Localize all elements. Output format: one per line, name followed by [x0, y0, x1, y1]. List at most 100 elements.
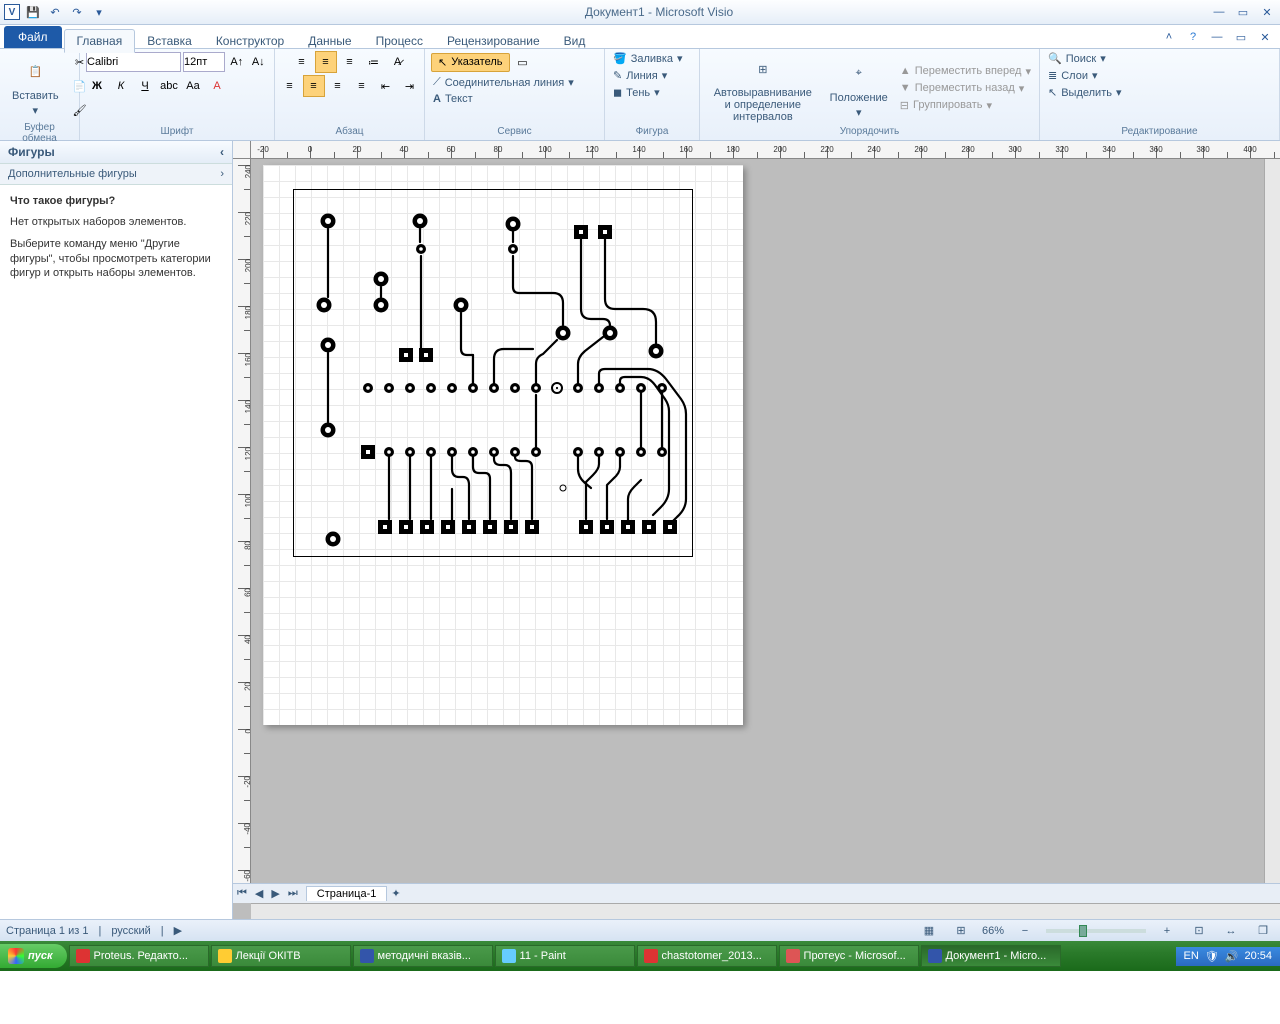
clear-format-button[interactable]: A̷	[387, 51, 409, 73]
ribbon-tab[interactable]: Конструктор	[204, 30, 296, 52]
bring-front-button[interactable]: ▲ Переместить вперед ▾	[898, 64, 1033, 79]
fill-menu[interactable]: 🪣 Заливка ▾	[611, 51, 685, 66]
drawing-canvas[interactable]	[251, 159, 1264, 883]
taskbar-item[interactable]: Лекції ОКІТВ	[211, 945, 351, 967]
new-page-button[interactable]: ✦	[387, 887, 404, 900]
taskbar-item[interactable]: Документ1 - Micro...	[921, 945, 1061, 967]
vertical-ruler[interactable]: 240220200180160140120100806040200-20-40-…	[233, 159, 251, 883]
taskbar-item[interactable]: chastotomer_2013...	[637, 945, 777, 967]
ribbon-tab[interactable]: Данные	[296, 30, 363, 52]
send-back-button[interactable]: ▼ Переместить назад ▾	[898, 81, 1027, 96]
page-tab[interactable]: Страница-1	[306, 886, 388, 901]
fit-width-button[interactable]: ↔	[1220, 920, 1242, 942]
more-shapes-button[interactable]: Дополнительные фигуры›	[0, 164, 232, 185]
file-tab[interactable]: Файл	[4, 26, 62, 48]
paste-button[interactable]: 📋 Вставить ▾	[6, 54, 65, 119]
zoom-in-button[interactable]: +	[1156, 920, 1178, 942]
zoom-slider[interactable]	[1046, 929, 1146, 933]
language-status[interactable]: русский	[111, 925, 150, 937]
minimize-button[interactable]: —	[1210, 3, 1228, 21]
doc-close[interactable]: ✕	[1256, 28, 1274, 46]
select-button[interactable]: ↖ Выделить ▾	[1046, 85, 1124, 100]
maximize-button[interactable]: ▭	[1234, 3, 1252, 21]
tray-icon[interactable]: 🛡	[1205, 950, 1219, 963]
align-top-button[interactable]: ≡	[291, 51, 313, 73]
group-button[interactable]: ⊟ Группировать ▾	[898, 98, 994, 113]
text-tool[interactable]: A Текст	[431, 92, 475, 106]
fit-page-button[interactable]: ⊡	[1188, 920, 1210, 942]
ribbon-minimize[interactable]: ˄	[1160, 28, 1178, 46]
font-family-select[interactable]	[86, 52, 181, 72]
justify-button[interactable]: ≡	[351, 75, 373, 97]
font-size-select[interactable]	[183, 52, 225, 72]
align-left-button[interactable]: ≡	[279, 75, 301, 97]
bold-button[interactable]: Ж	[86, 75, 108, 97]
group-label: Фигура	[611, 125, 693, 138]
tray-clock[interactable]: 20:54	[1244, 950, 1272, 962]
taskbar-item[interactable]: методичні вказів...	[353, 945, 493, 967]
view-normal-button[interactable]: ▦	[918, 920, 940, 942]
line-menu[interactable]: ✎ Линия ▾	[611, 68, 669, 83]
vertical-scrollbar[interactable]	[1264, 159, 1280, 883]
page-last[interactable]: ⏭	[284, 887, 302, 900]
qat-redo[interactable]: ↷	[68, 3, 86, 21]
grow-font-button[interactable]: A↑	[227, 51, 247, 73]
indent-dec-button[interactable]: ⇤	[375, 75, 397, 97]
qat-customize[interactable]: ▾	[90, 3, 108, 21]
page[interactable]	[263, 165, 743, 725]
auto-align-button[interactable]: ⊞ Автовыравнивание и определение интерва…	[706, 51, 820, 125]
shapes-panel-body: Что такое фигуры? Нет открытых наборов э…	[0, 185, 232, 919]
ribbon-tab[interactable]: Главная	[64, 29, 136, 53]
position-button[interactable]: ⌖ Положение▾	[824, 56, 894, 121]
horizontal-scrollbar[interactable]	[251, 903, 1280, 919]
zoom-out-button[interactable]: −	[1014, 920, 1036, 942]
italic-button[interactable]: К	[110, 75, 132, 97]
view-full-button[interactable]: ⊞	[950, 920, 972, 942]
horizontal-ruler[interactable]: -200204060801001201401601802002202402602…	[251, 141, 1280, 159]
taskbar-item[interactable]: Proteus. Редакто...	[69, 945, 209, 967]
indent-inc-button[interactable]: ⇥	[399, 75, 421, 97]
switch-windows-button[interactable]: ❐	[1252, 920, 1274, 942]
tray-icon[interactable]: 🔊	[1225, 950, 1239, 963]
collapse-icon[interactable]: ‹	[220, 145, 224, 159]
shadow-menu[interactable]: ◼ Тень ▾	[611, 85, 662, 100]
find-button[interactable]: 🔍 Поиск ▾	[1046, 51, 1108, 66]
layers-button[interactable]: ≣ Слои ▾	[1046, 68, 1100, 83]
connector-tool[interactable]: ⟋ Соединительная линия ▾	[431, 75, 576, 90]
strike-button[interactable]: abc	[158, 75, 180, 97]
bullets-button[interactable]: ≔	[363, 51, 385, 73]
windows-logo-icon	[8, 948, 24, 964]
ribbon-tab[interactable]: Процесс	[364, 30, 435, 52]
pointer-tool-button[interactable]: ↖ Указатель	[431, 53, 510, 72]
chevron-down-icon: ▾	[33, 104, 39, 117]
align-center-button[interactable]: ≡	[303, 75, 325, 97]
doc-minimize[interactable]: —	[1208, 28, 1226, 46]
align-bottom-button[interactable]: ≡	[339, 51, 361, 73]
taskbar-item[interactable]: 11 - Paint	[495, 945, 635, 967]
start-button[interactable]: пуск	[0, 944, 67, 968]
taskbar-item[interactable]: Протеус - Microsof...	[779, 945, 919, 967]
doc-restore[interactable]: ▭	[1232, 28, 1250, 46]
paste-icon: 📋	[19, 56, 51, 88]
help-icon[interactable]: ?	[1184, 28, 1202, 46]
zoom-level[interactable]: 66%	[982, 925, 1004, 937]
rectangle-tool[interactable]: ▭	[512, 51, 534, 73]
underline-button[interactable]: Ч	[134, 75, 156, 97]
font-color-button[interactable]: A	[206, 75, 228, 97]
align-middle-button[interactable]: ≡	[315, 51, 337, 73]
ribbon-tab[interactable]: Рецензирование	[435, 30, 552, 52]
close-button[interactable]: ✕	[1258, 3, 1276, 21]
system-tray[interactable]: EN 🛡 🔊 20:54	[1176, 947, 1280, 966]
macro-icon[interactable]: ▶	[174, 924, 182, 937]
tray-lang[interactable]: EN	[1184, 950, 1199, 962]
qat-save[interactable]: 💾	[24, 3, 42, 21]
shrink-font-button[interactable]: A↓	[249, 51, 269, 73]
ribbon-tab[interactable]: Вид	[552, 30, 598, 52]
ribbon-tab[interactable]: Вставка	[135, 30, 204, 52]
case-button[interactable]: Aa	[182, 75, 204, 97]
page-first[interactable]: ⏮	[233, 887, 251, 900]
qat-undo[interactable]: ↶	[46, 3, 64, 21]
page-prev[interactable]: ◀	[251, 887, 267, 900]
align-right-button[interactable]: ≡	[327, 75, 349, 97]
page-next[interactable]: ▶	[267, 887, 283, 900]
